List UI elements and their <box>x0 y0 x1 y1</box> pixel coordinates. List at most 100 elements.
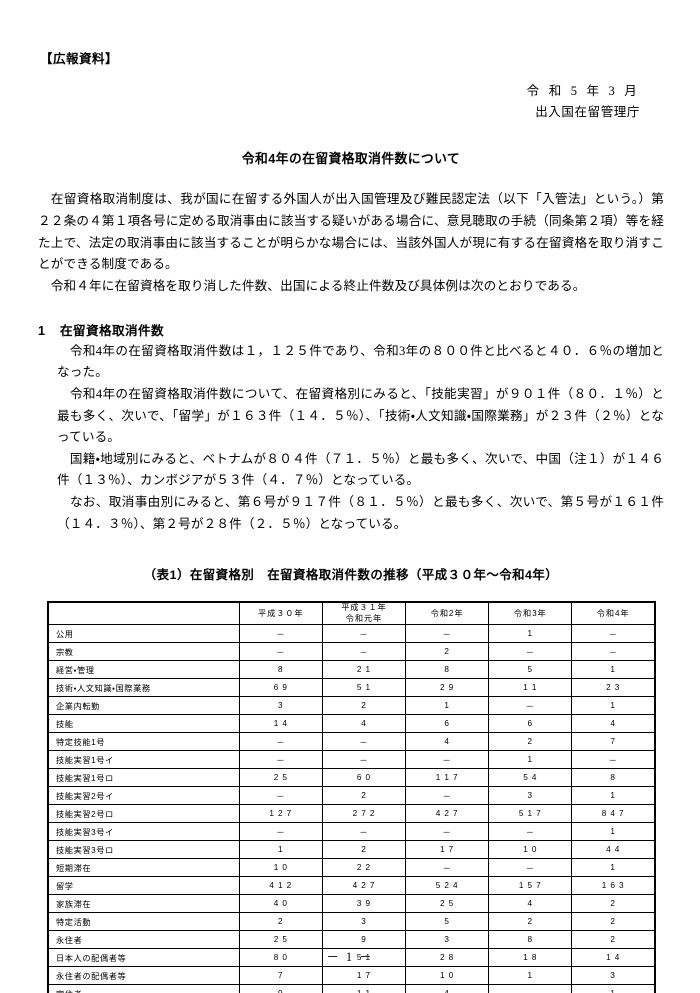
table-row-label: 短期滞在 <box>47 858 240 878</box>
table-cell-value: － <box>321 822 407 842</box>
table-header-corner <box>47 601 240 626</box>
table-cell-value: 6 0 <box>321 768 407 788</box>
page-footer: － 1 － <box>326 950 374 964</box>
table-cell-value: 1 <box>405 696 490 716</box>
table-cell-value: 2 <box>321 696 407 716</box>
table-cell-value: － <box>238 822 323 842</box>
table-cell-value: 1 1 <box>321 984 407 993</box>
table-row-label: 技術・人文知識・国際業務 <box>47 678 240 698</box>
section-1-title: 在留資格取消件数 <box>60 323 164 338</box>
table-row-label: 留学 <box>47 876 240 896</box>
table-cell-value: 1 7 <box>405 840 490 860</box>
issuing-agency: 出入国在留管理庁 <box>535 104 640 119</box>
section-1-paragraph-1: 令和4年の在留資格取消件数は１，１２５件であり、令和3年の８００件と比べると４０… <box>57 343 664 380</box>
intro-paragraph-2: 令和４年に在留資格を取り消した件数、出国による終止件数及び具体例は次のとおりであ… <box>38 278 586 293</box>
table-row: 宗教－－ 2 －－ <box>47 642 656 662</box>
table-cell-value: － <box>238 786 323 806</box>
table-row-label: 技能実習3号イ <box>47 822 240 842</box>
table-1-body: 公用－－－ 1 －宗教－－ 2 －－経営・管理 8 2 1 8 5 1 技術・人文知識・国際業務 6 … <box>47 624 656 993</box>
table-cell-value: 5 1 7 <box>488 804 573 824</box>
table-cell-value: － <box>238 642 323 662</box>
table-row-label: 技能実習3号ロ <box>47 840 240 860</box>
table-cell-value: 1 0 <box>488 840 573 860</box>
table-cell-value: － <box>571 642 656 662</box>
table-cell-value: － <box>321 732 407 752</box>
table-row-label: 宗教 <box>47 642 240 662</box>
table-row-label: 企業内転勤 <box>47 696 240 716</box>
table-header-cell-4: 令和3年 <box>488 601 573 626</box>
table-cell-value: 7 <box>571 732 656 752</box>
table-cell-value: 5 1 <box>321 678 407 698</box>
table-cell-value: 5 2 4 <box>405 876 490 896</box>
table-cell-value: 1 <box>571 786 656 806</box>
table-cell-value: 1 1 7 <box>405 768 490 788</box>
table-cell-value: － <box>488 822 573 842</box>
table-1-header: 平成３０年 平成３１年 令和元年 令和2年 令和3年 令和4年 <box>47 601 656 626</box>
section-1-paragraph-3: 国籍・地域別にみると、ベトナムが８０４件（７１．５％）と最も多く、次いで、中国（… <box>57 451 664 488</box>
table-cell-value: － <box>405 624 490 644</box>
table-row-label: 公用 <box>47 624 240 644</box>
table-cell-value: 1 <box>488 966 573 986</box>
table-cell-value: － <box>488 984 573 993</box>
table-cell-value: 6 <box>405 714 490 734</box>
table-cell-value: － <box>321 642 407 662</box>
table-cell-value: 5 <box>488 660 573 680</box>
table-cell-value: 2 5 <box>405 894 490 914</box>
table-row: 企業内転勤 3 2 1 － 1 <box>47 696 656 716</box>
table-cell-value: 6 <box>488 714 573 734</box>
table-row-label: 技能実習2号イ <box>47 786 240 806</box>
table-cell-value: 8 <box>405 660 490 680</box>
table-cell-value: － <box>571 624 656 644</box>
table-cell-value: 3 <box>238 696 323 716</box>
table-cell-value: 4 2 7 <box>321 876 407 896</box>
table-cell-value: 2 9 <box>405 678 490 698</box>
table-1-caption: （表1）在留資格別 在留資格取消件数の推移（平成３０年～令和4年） <box>143 568 559 583</box>
table-row-label: 技能実習1号イ <box>47 750 240 770</box>
table-cell-value: 2 <box>321 786 407 806</box>
table-cell-value: 3 9 <box>321 894 407 914</box>
document-tag: 【広報資料】 <box>40 52 119 66</box>
page-title: 令和4年の在留資格取消件数について <box>241 151 461 167</box>
table-cell-value: 1 2 7 <box>238 804 323 824</box>
table-cell-value: 1 6 3 <box>571 876 656 896</box>
section-1-heading: 1 在留資格取消件数 <box>38 320 664 339</box>
table-cell-value: 2 1 <box>321 660 407 680</box>
table-cell-value: 4 2 7 <box>405 804 490 824</box>
table-cell-value: 1 <box>571 984 656 993</box>
document-date: 令 和 5 年 3 月 <box>526 84 640 98</box>
table-cell-value: 2 2 <box>321 858 407 878</box>
table-cell-value: 1 <box>571 822 656 842</box>
table-cell-value: 4 1 2 <box>238 876 323 896</box>
table-row-label: 特定技能1号 <box>47 732 240 752</box>
table-cell-value: － <box>321 624 407 644</box>
table-cell-value: 2 <box>571 894 656 914</box>
table-cell-value: 1 7 <box>321 966 407 986</box>
section-1-paragraph-2: 令和4年の在留資格取消件数について、在留資格別にみると、「技能実習」が９０１件（… <box>57 386 664 445</box>
table-cell-value: 4 <box>405 732 490 752</box>
table-cell-value: 8 <box>238 660 323 680</box>
section-1-number: 1 <box>38 323 46 338</box>
table-cell-value: － <box>488 696 573 716</box>
table-row: 技能実習1号イ－－－ 1 － <box>47 750 656 770</box>
table-cell-value: － <box>405 858 490 878</box>
table-cell-value: 3 <box>488 786 573 806</box>
table-row: 技能実習3号イ－－－－ 1 <box>47 822 656 842</box>
table-row-label: 永住者の配偶者等 <box>47 966 240 986</box>
table-cell-value: 3 <box>571 966 656 986</box>
table-cell-value: 4 <box>321 714 407 734</box>
table-row-label: 家族滞在 <box>47 894 240 914</box>
table-cell-value: 2 <box>321 840 407 860</box>
table-cell-value: 1 <box>571 858 656 878</box>
table-cell-value: 1 4 <box>238 714 323 734</box>
table-cell-value: － <box>488 642 573 662</box>
table-1-wrapper: 平成３０年 平成３１年 令和元年 令和2年 令和3年 令和4年 公用－－－ 1 －宗教－－ 2 －… <box>38 601 664 993</box>
